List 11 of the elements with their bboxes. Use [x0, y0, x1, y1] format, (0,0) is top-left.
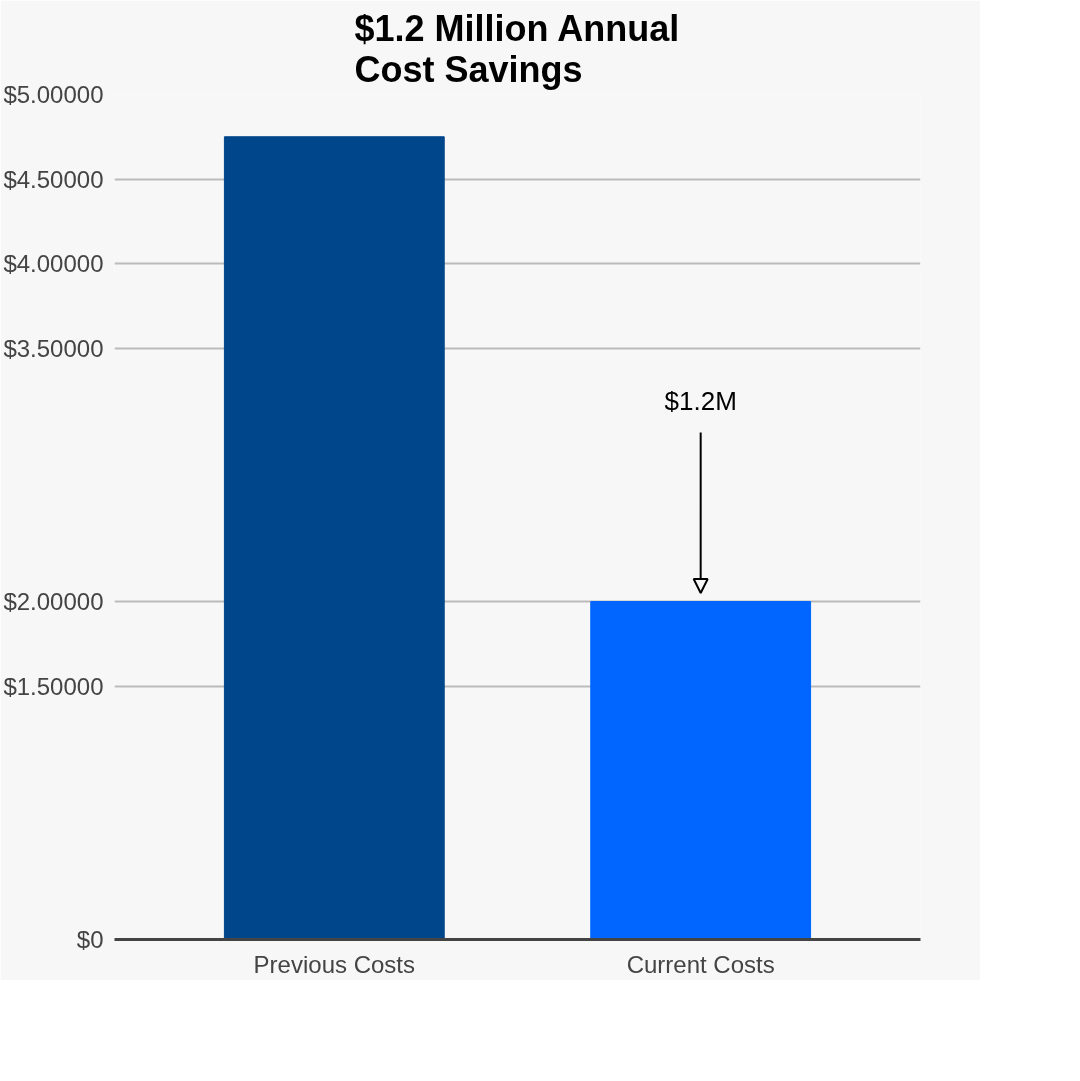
- x-tick-label: Previous Costs: [253, 950, 416, 978]
- y-tick-label: $1.50000: [3, 672, 104, 700]
- x-tick-label: Current Costs: [626, 950, 775, 978]
- y-tick-label: $4.00000: [3, 250, 104, 277]
- chart-title: $1.2 Million Annual Cost Savings: [354, 7, 680, 90]
- y-tick-label: $3.50000: [3, 334, 104, 362]
- y-tick-label: $5.00000: [3, 81, 104, 108]
- y-tick-label: $0: [76, 926, 104, 953]
- annotation: $1.2M: [664, 385, 737, 416]
- y-tick-label: $2.00000: [3, 588, 104, 615]
- y-tick-label: $4.50000: [3, 165, 104, 193]
